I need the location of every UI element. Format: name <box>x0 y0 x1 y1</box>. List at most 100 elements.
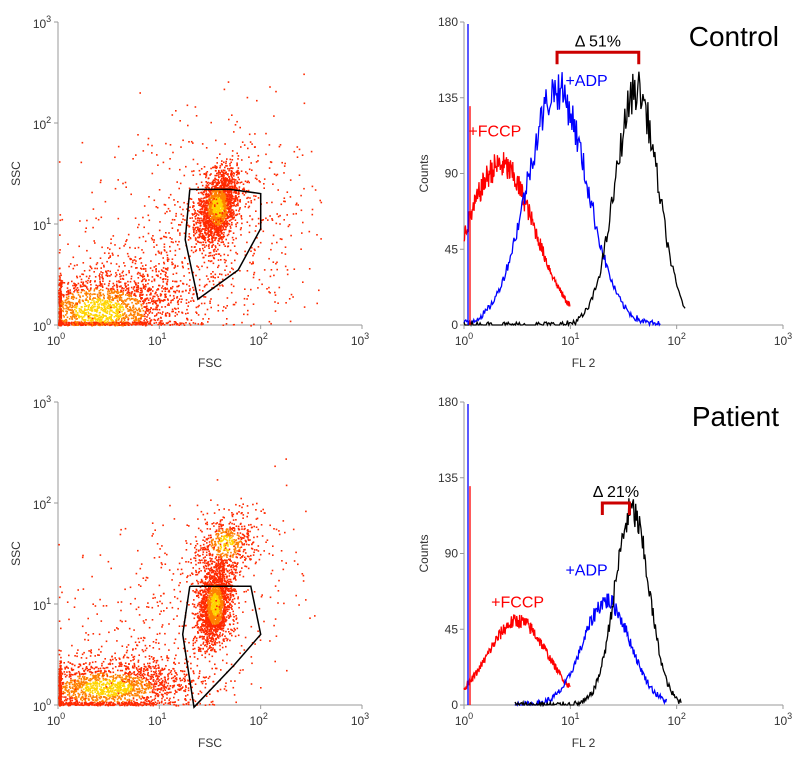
data-point <box>62 281 64 284</box>
data-point <box>231 185 233 187</box>
data-point <box>73 291 75 293</box>
data-point <box>177 229 179 231</box>
data-point <box>233 186 236 189</box>
data-point <box>165 315 168 317</box>
data-point <box>124 286 127 288</box>
data-point <box>175 240 177 243</box>
data-point <box>275 174 278 177</box>
data-point <box>127 321 129 324</box>
data-point <box>99 303 101 305</box>
data-point <box>226 158 228 160</box>
data-point <box>221 229 224 231</box>
data-point <box>163 243 166 246</box>
data-point <box>230 167 232 169</box>
data-point <box>145 270 147 272</box>
data-point <box>252 276 255 279</box>
data-point <box>218 206 220 208</box>
data-point <box>152 297 154 299</box>
data-point <box>229 162 231 165</box>
data-point <box>116 286 118 289</box>
data-point <box>227 183 229 185</box>
data-point <box>233 245 236 247</box>
gate-polygon[interactable] <box>184 188 262 301</box>
data-point <box>140 257 142 259</box>
data-point <box>234 188 236 190</box>
data-point <box>192 201 195 203</box>
data-point <box>198 202 200 204</box>
data-point <box>137 313 140 315</box>
data-point <box>124 284 126 286</box>
data-point <box>177 303 180 306</box>
data-point <box>140 303 142 306</box>
data-point <box>257 154 260 157</box>
data-point <box>192 220 195 222</box>
data-point <box>219 284 221 287</box>
data-point <box>223 224 225 226</box>
data-point <box>194 322 197 325</box>
data-point <box>212 280 214 282</box>
data-point <box>188 301 190 304</box>
data-point <box>156 308 159 311</box>
data-point <box>135 290 138 293</box>
data-point <box>211 181 214 183</box>
data-point <box>186 208 188 210</box>
data-point <box>123 262 125 264</box>
data-point <box>215 174 218 177</box>
data-point <box>98 319 101 321</box>
data-point <box>110 262 112 265</box>
data-point <box>109 309 111 311</box>
data-point <box>66 302 68 305</box>
data-point <box>186 318 189 320</box>
data-point <box>153 318 155 321</box>
data-point <box>249 141 252 143</box>
data-point <box>221 218 223 220</box>
data-point <box>142 216 144 219</box>
data-point <box>196 265 198 267</box>
data-point <box>122 314 124 317</box>
data-point <box>105 683 108 685</box>
data-point <box>210 260 213 262</box>
scatter-points <box>58 73 323 327</box>
data-point <box>103 310 105 313</box>
data-point <box>164 278 167 280</box>
data-point <box>106 301 109 303</box>
data-point <box>67 297 70 300</box>
data-point <box>99 293 101 296</box>
data-point <box>137 690 139 693</box>
data-point <box>59 276 61 279</box>
data-point <box>225 171 227 173</box>
data-point <box>136 322 138 324</box>
data-point <box>147 232 150 235</box>
data-point <box>117 179 119 181</box>
data-point <box>213 217 215 219</box>
data-point <box>220 174 223 177</box>
data-point <box>126 287 128 290</box>
data-point <box>212 200 214 203</box>
data-point <box>195 249 198 251</box>
data-point <box>66 324 68 326</box>
data-point <box>127 289 130 291</box>
data-point <box>159 320 162 322</box>
data-point <box>59 249 61 251</box>
data-point <box>133 259 136 261</box>
data-point <box>308 230 311 233</box>
data-point <box>212 166 215 169</box>
data-point <box>179 182 182 185</box>
data-point <box>167 682 170 685</box>
data-point <box>166 278 169 281</box>
data-point <box>64 319 67 321</box>
data-point <box>194 226 197 229</box>
data-point <box>205 192 208 194</box>
data-point <box>91 304 94 307</box>
data-point <box>219 166 221 169</box>
data-point <box>200 200 202 203</box>
data-point <box>225 193 227 196</box>
data-point <box>261 219 263 222</box>
data-point <box>96 320 99 322</box>
data-point <box>270 322 272 325</box>
data-point <box>214 185 216 188</box>
data-point <box>139 92 141 94</box>
data-point <box>62 322 64 325</box>
data-point <box>109 295 111 297</box>
data-point <box>200 681 203 683</box>
